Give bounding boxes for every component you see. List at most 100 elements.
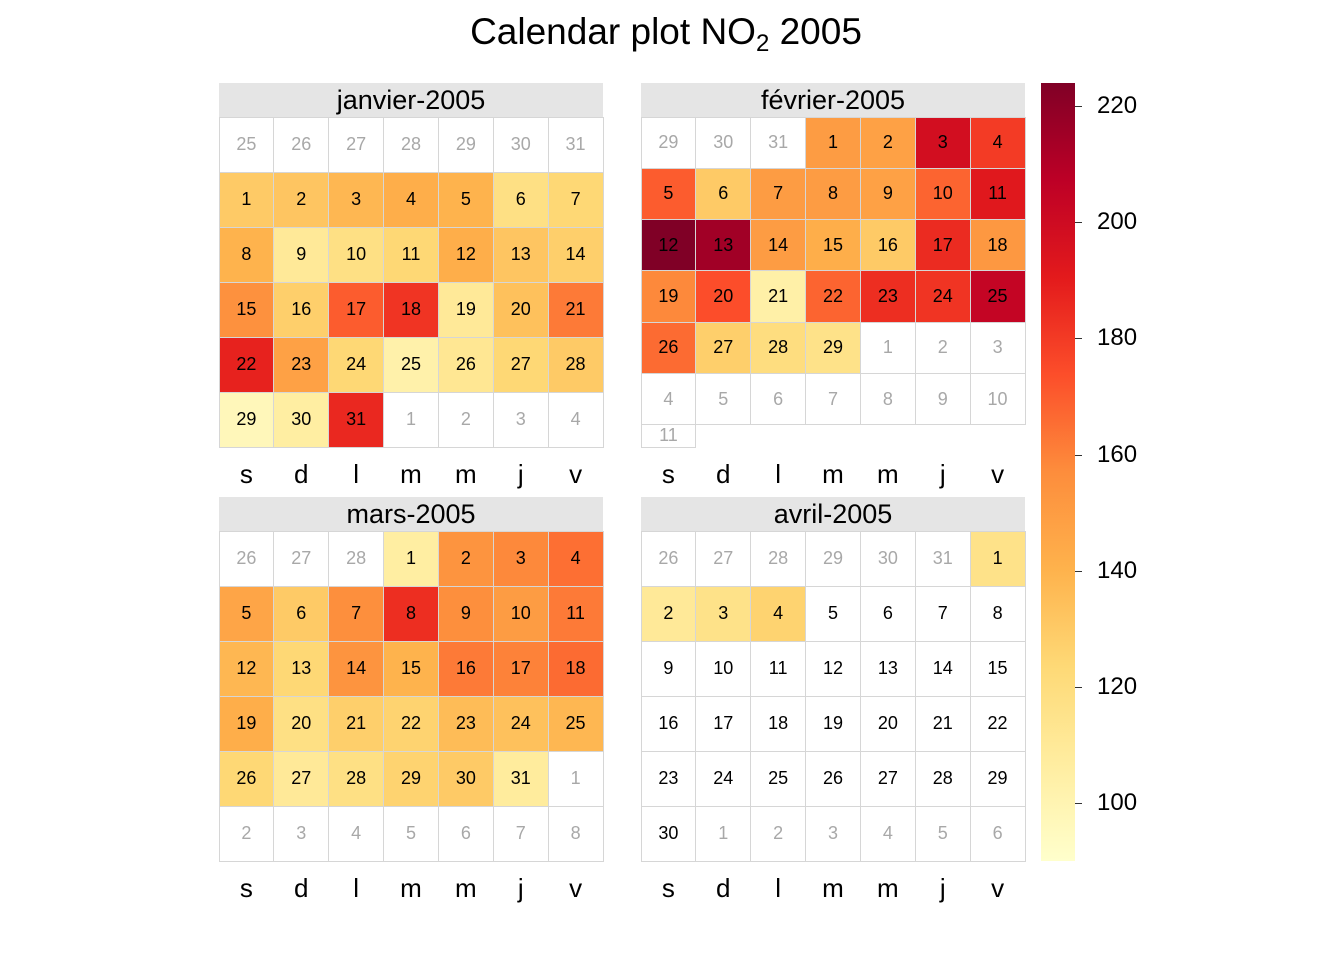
weekday-tick-label: m (877, 873, 899, 903)
calendar-cell-adjacent-month: 29 (805, 530, 861, 587)
calendar-cell-adjacent-month: 31 (547, 116, 604, 173)
colorbar-tick-label: 100 (1097, 788, 1138, 816)
calendar-cell: 18 (547, 640, 604, 697)
calendar-cell: 14 (914, 640, 971, 697)
calendar-cell: 22 (218, 336, 275, 393)
calendar-cell: 6 (695, 167, 752, 221)
calendar-cell: 28 (328, 750, 385, 807)
calendar-grid-march: 26 27 28 1 2 3 4 5 6 7 8 9 10 11 12 13 14 15 16 17 18 19 20 21 2… (218, 530, 604, 862)
month-strip-february: février-2005 (641, 83, 1025, 117)
calendar-cell: 26 (640, 321, 697, 375)
calendar-cell: 12 (218, 640, 275, 697)
calendar-cell-adjacent-month: 9 (914, 373, 971, 426)
calendar-cell: 19 (218, 695, 275, 752)
weekday-tick-label: m (877, 459, 899, 489)
calendar-cell: 19 (437, 281, 494, 338)
calendar-cell-adjacent-month: 4 (859, 805, 916, 862)
calendar-cell-adjacent-month: 1 (859, 321, 916, 375)
colorbar-tick (1075, 106, 1082, 108)
calendar-cell-adjacent-month: 2 (914, 321, 971, 375)
calendar-cell: 5 (805, 585, 861, 642)
calendar-cell: 11 (547, 585, 604, 642)
calendar-cell: 15 (218, 281, 275, 338)
calendar-cell: 15 (969, 640, 1026, 697)
calendar-cell: 31 (492, 750, 549, 807)
calendar-cell-adjacent-month: 7 (492, 805, 549, 862)
colorbar (1041, 83, 1075, 861)
calendar-cell: 8 (383, 585, 439, 642)
calendar-cell-adjacent-month: 2 (218, 805, 275, 862)
calendar-cell: 7 (328, 585, 385, 642)
colorbar-tick-label: 140 (1097, 556, 1138, 584)
colorbar-tick-label: 200 (1097, 208, 1138, 236)
calendar-cell-adjacent-month: 4 (640, 373, 697, 426)
calendar-cell: 11 (750, 640, 807, 697)
calendar-cell: 31 (328, 391, 385, 448)
calendar-cell: 26 (437, 336, 494, 393)
weekday-tick-label: j (517, 459, 524, 489)
calendar-grid-april: 26 27 28 29 30 31 1 2 3 4 5 6 7 8 9 10 11 12 13 14 15 16 17 18 1… (640, 530, 1026, 862)
calendar-cell: 29 (383, 750, 439, 807)
colorbar-tick (1075, 802, 1082, 804)
calendar-cell-adjacent-month: 3 (969, 321, 1026, 375)
calendar-cell-adjacent-month: 28 (383, 116, 439, 173)
calendar-cell: 10 (328, 226, 385, 283)
calendar-cell: 30 (273, 391, 330, 448)
calendar-cell: 16 (859, 219, 916, 272)
colorbar-tick-label: 220 (1097, 92, 1138, 120)
weekday-tick-label: s (239, 873, 253, 903)
calendar-cell: 27 (273, 750, 330, 807)
calendar-cell: 10 (695, 640, 752, 697)
calendar-cell: 2 (437, 530, 494, 587)
weekday-tick-label: d (716, 459, 731, 489)
weekday-tick-label: m (455, 873, 477, 903)
calendar-cell: 26 (218, 750, 275, 807)
calendar-cell: 1 (969, 530, 1026, 587)
calendar-cell-adjacent-month: 4 (547, 391, 604, 448)
calendar-cell: 7 (914, 585, 971, 642)
calendar-cell-adjacent-month: 2 (437, 391, 494, 448)
calendar-cell: 20 (273, 695, 330, 752)
calendar-cell-adjacent-month: 29 (640, 116, 697, 169)
calendar-cell: 15 (383, 640, 439, 697)
calendar-cell: 4 (383, 171, 439, 228)
calendar-cell: 22 (383, 695, 439, 752)
calendar-cell-adjacent-month: 28 (750, 530, 807, 587)
colorbar-tick (1075, 338, 1082, 340)
calendar-cell: 7 (547, 171, 604, 228)
calendar-cell: 18 (750, 695, 807, 752)
calendar-grid-january: 25 26 27 28 29 30 31 1 2 3 4 5 6 7 8 9 10 11 12 13 14 15 16 17 1… (218, 116, 604, 448)
calendar-cell: 9 (437, 585, 494, 642)
calendar-cell-adjacent-month: 26 (640, 530, 697, 587)
calendar-cell: 20 (695, 270, 752, 323)
weekday-tick-label: l (775, 873, 782, 903)
calendar-cell: 5 (640, 167, 697, 221)
calendar-cell: 30 (437, 750, 494, 807)
weekday-tick-label: d (716, 873, 731, 903)
calendar-cell-adjacent-month: 25 (218, 116, 275, 173)
calendar-cell: 5 (437, 171, 494, 228)
colorbar-tick-label: 160 (1097, 440, 1138, 468)
calendar-cell-adjacent-month: 10 (969, 373, 1026, 426)
calendar-cell: 17 (328, 281, 385, 338)
calendar-cell: 22 (805, 270, 861, 323)
calendar-cell-adjacent-month: 30 (859, 530, 916, 587)
calendar-cell: 16 (273, 281, 330, 338)
calendar-cell-adjacent-month: 8 (859, 373, 916, 426)
panel-january: janvier-2005 25 26 27 28 29 30 31 1 2 3 4 5 6 7 8 9 10 11… (218, 83, 604, 491)
calendar-cell: 3 (914, 116, 971, 169)
calendar-cell: 13 (273, 640, 330, 697)
calendar-cell: 29 (805, 321, 861, 375)
calendar-cell-adjacent-month: 26 (218, 530, 275, 587)
calendar-cell-adjacent-month: 1 (383, 391, 439, 448)
calendar-cell: 21 (547, 281, 604, 338)
calendar-cell: 1 (218, 171, 275, 228)
calendar-cell: 2 (273, 171, 330, 228)
calendar-cell: 23 (437, 695, 494, 752)
calendar-cell: 27 (492, 336, 549, 393)
calendar-cell: 8 (218, 226, 275, 283)
calendar-cell: 27 (859, 750, 916, 807)
